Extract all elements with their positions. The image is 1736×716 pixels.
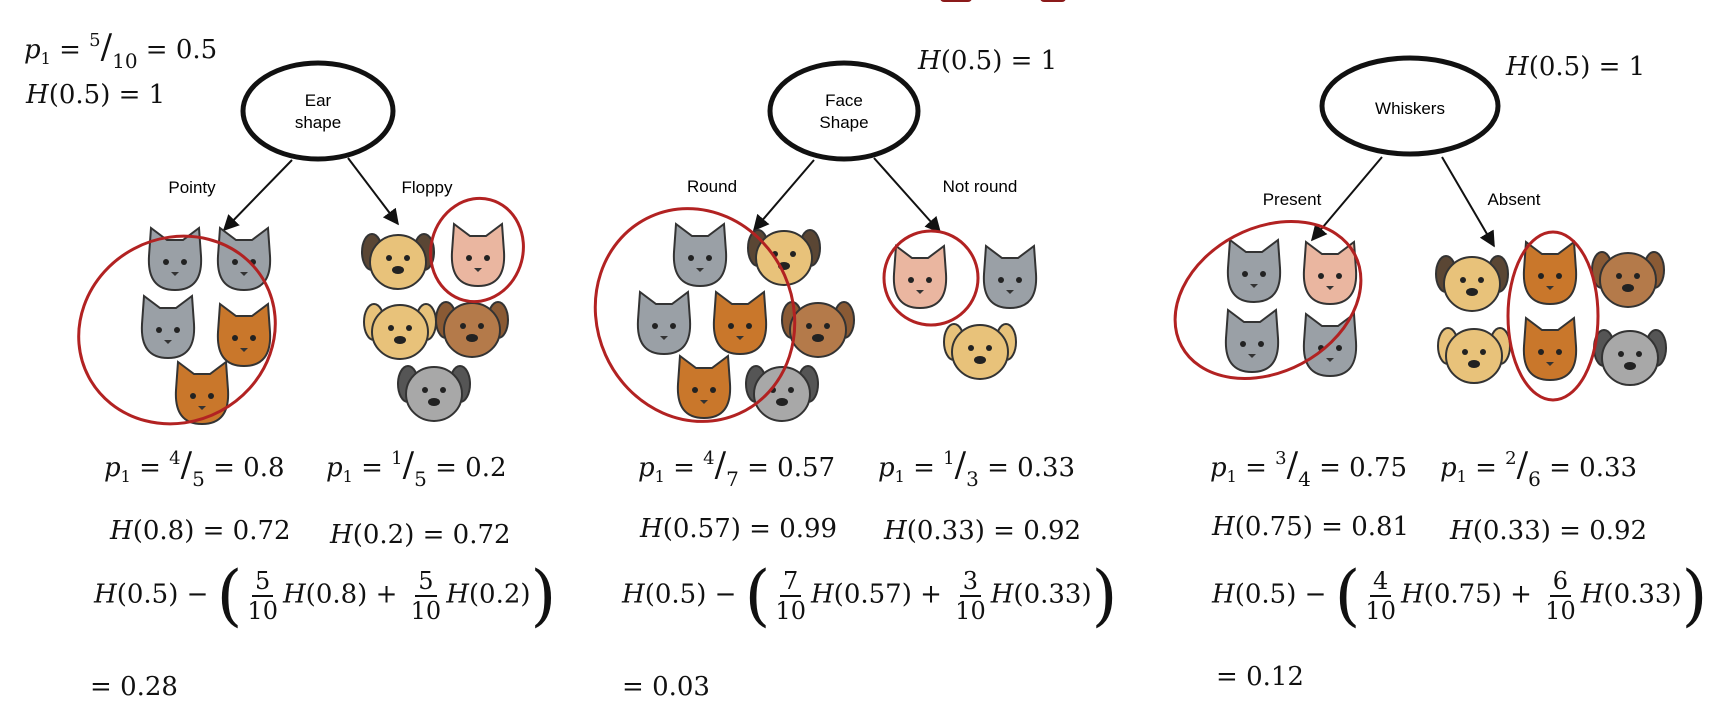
- split2-root-entropy: H(0.5) = 1: [918, 46, 1058, 76]
- split1-right-entropy: H(0.2) = 0.72: [330, 520, 511, 550]
- split3-right-p1: p1 = 2/6 = 0.33: [1440, 445, 1638, 491]
- branch-label-pointy: Pointy: [168, 178, 216, 197]
- split1-left-entropy: H(0.8) = 0.72: [110, 516, 291, 546]
- node-face-shape: [767, 60, 921, 162]
- branch-arrow-pointy: [222, 159, 293, 232]
- split3-right-entropy: H(0.33) = 0.92: [1450, 516, 1648, 546]
- cat-face-icon: [174, 360, 230, 426]
- node-whiskers-label: Whiskers: [1375, 99, 1445, 118]
- split1-gain-result: = 0.28: [90, 672, 178, 702]
- root-p1: p1 = 5/10 = 0.5: [24, 27, 218, 73]
- cat-face-icon: [712, 290, 768, 356]
- node-face-shape-label-2: Shape: [819, 113, 868, 132]
- branch-label-absent: Absent: [1488, 190, 1541, 209]
- split3-gain-result: = 0.12: [1216, 662, 1304, 692]
- dog-face-icon: [943, 323, 1017, 380]
- split2-information-gain-formula: H(0.5) − (7 10 H(0.57) + 3 10 H(0.33)): [622, 557, 1118, 634]
- split2-left-p1: p1 = 4/7 = 0.57: [638, 445, 836, 491]
- branch-arrow-absent: [1441, 156, 1495, 248]
- branch-arrow-not-round: [873, 157, 942, 234]
- split1-right-p1: p1 = 1/5 = 0.2: [326, 445, 507, 491]
- node-ear-shape: [240, 60, 396, 162]
- node-whiskers: [1319, 55, 1501, 157]
- branch-label-present: Present: [1263, 190, 1322, 209]
- split2-gain-result: = 0.03: [622, 672, 710, 702]
- split2-right-p1: p1 = 1/3 = 0.33: [878, 445, 1076, 491]
- branch-arrow-floppy: [347, 157, 399, 226]
- cat-face-icon: [672, 222, 728, 288]
- red-circle-present-group: [1173, 220, 1363, 380]
- cat-face-icon: [140, 294, 196, 360]
- branch-label-not-round: Not round: [943, 177, 1018, 196]
- split2-left-entropy: H(0.57) = 0.99: [640, 514, 838, 544]
- red-circle-floppy-cat: [429, 196, 525, 304]
- node-ear-shape-label-1: Ear: [305, 91, 332, 110]
- cat-face-icon: [982, 244, 1038, 310]
- dog-face-icon: [1593, 329, 1667, 386]
- cat-face-icon: [676, 354, 732, 420]
- branch-label-floppy: Floppy: [401, 178, 453, 197]
- red-circle-pointy-group: [77, 234, 277, 426]
- split3-left-p1: p1 = 3/4 = 0.75: [1210, 445, 1408, 491]
- cat-face-icon: [892, 244, 948, 310]
- dog-face-icon: [1435, 255, 1509, 312]
- dog-face-icon: [747, 229, 821, 286]
- cat-face-icon: [216, 302, 272, 368]
- node-ear-shape-label-2: shape: [295, 113, 341, 132]
- cat-face-icon: [1522, 240, 1578, 306]
- node-face-shape-label-1: Face: [825, 91, 863, 110]
- dog-face-icon: [397, 365, 471, 422]
- cat-face-icon: [450, 222, 506, 288]
- dog-face-icon: [363, 303, 437, 360]
- split3-information-gain-formula: H(0.5) − (4 10 H(0.75) + 6 10 H(0.33)): [1212, 557, 1708, 634]
- cat-face-icon: [1302, 240, 1358, 306]
- dog-face-icon: [1591, 251, 1665, 308]
- split3-left-entropy: H(0.75) = 0.81: [1212, 512, 1410, 542]
- dog-face-icon: [781, 301, 855, 358]
- cat-face-icon: [147, 226, 203, 292]
- cat-face-icon: [1226, 238, 1282, 304]
- red-circle-round-group: [593, 207, 797, 423]
- dog-face-icon: [1437, 327, 1511, 384]
- cat-face-icon: [1224, 308, 1280, 374]
- dog-face-icon: [361, 233, 435, 290]
- root-entropy: H(0.5) = 1: [26, 80, 166, 110]
- split2-right-entropy: H(0.33) = 0.92: [884, 516, 1082, 546]
- split3-root-entropy: H(0.5) = 1: [1506, 52, 1646, 82]
- cat-face-icon: [636, 290, 692, 356]
- red-circle-absent-cats: [1506, 230, 1600, 402]
- branch-label-round: Round: [687, 177, 737, 196]
- dog-face-icon: [435, 301, 509, 358]
- split1-information-gain-formula: H(0.5) − (5 10 H(0.8) + 5 10 H(0.2)): [94, 557, 557, 634]
- branch-arrow-round: [752, 159, 815, 232]
- red-circle-not-round-cat: [882, 229, 980, 327]
- split1-left-p1: p1 = 4/5 = 0.8: [104, 445, 285, 491]
- cat-face-icon: [1522, 316, 1578, 382]
- title-fragment: [940, 0, 1066, 2]
